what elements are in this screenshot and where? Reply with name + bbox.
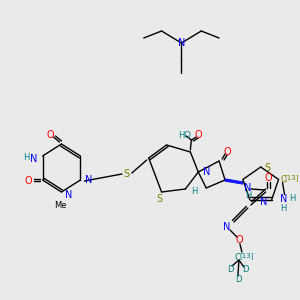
Text: S: S — [157, 194, 163, 204]
Text: N: N — [30, 154, 37, 164]
Text: N: N — [244, 183, 251, 193]
Text: D: D — [235, 275, 241, 284]
Text: O: O — [194, 130, 202, 140]
Text: [13]: [13] — [284, 174, 299, 181]
Text: H: H — [289, 194, 296, 203]
Text: [13]: [13] — [240, 253, 254, 260]
Text: N: N — [280, 194, 287, 204]
Text: C: C — [235, 253, 241, 262]
Text: H: H — [191, 187, 197, 196]
Text: D: D — [243, 266, 249, 274]
Text: H: H — [178, 130, 184, 140]
Text: H: H — [280, 204, 287, 213]
Text: S: S — [265, 163, 271, 173]
Text: N: N — [260, 196, 268, 207]
Text: N: N — [85, 175, 92, 185]
Text: H: H — [23, 154, 30, 163]
Text: Me: Me — [54, 202, 67, 211]
Text: O: O — [184, 130, 191, 140]
Text: N: N — [202, 167, 210, 177]
Text: N: N — [178, 38, 185, 48]
Text: N: N — [65, 190, 72, 200]
Text: O: O — [235, 235, 243, 245]
Text: O: O — [265, 173, 272, 183]
Text: O: O — [47, 130, 54, 140]
Text: D: D — [227, 265, 233, 274]
Text: O: O — [25, 176, 32, 186]
Text: H: H — [245, 191, 251, 200]
Text: C: C — [280, 175, 286, 184]
Text: N: N — [223, 222, 231, 232]
Text: O: O — [223, 147, 231, 157]
Text: S: S — [124, 169, 130, 179]
